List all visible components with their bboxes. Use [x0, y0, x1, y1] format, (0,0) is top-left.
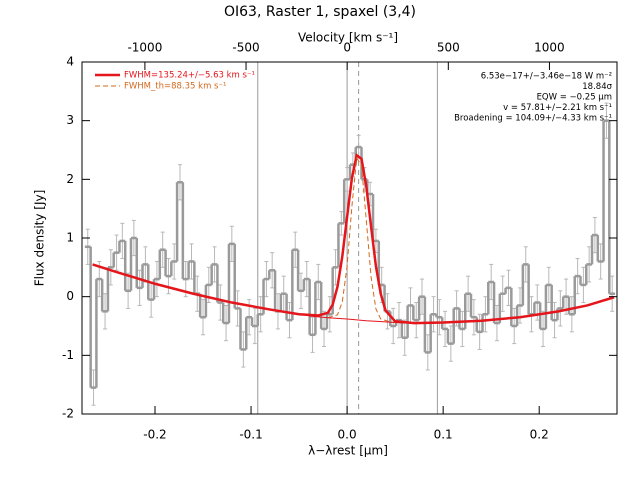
fit-line: [327, 156, 391, 323]
x-tick-label: 0.1: [434, 428, 453, 442]
annotation: v = 57.81+/−2.21 km s⁻¹: [503, 103, 612, 113]
y-tick-label: 1: [66, 231, 74, 245]
legend-label: FWHM_th=88.35 km s⁻¹: [124, 82, 226, 92]
fit-line: [308, 315, 405, 324]
x-tick-label: 0.2: [530, 428, 549, 442]
y-tick-label: 2: [66, 172, 74, 186]
y-tick-label: 0: [66, 289, 74, 303]
annotation: 6.53e−17+/−3.46e−18 W m⁻²: [481, 72, 612, 82]
annotation: Broadening = 104.09+/−4.33 km s⁻¹: [454, 114, 612, 124]
legend-label: FWHM=135.24+/−5.63 km s⁻¹: [124, 71, 255, 81]
x2-tick-label: 500: [437, 41, 460, 55]
y-tick-label: -1: [62, 348, 74, 362]
x2-tick-label: 0: [343, 41, 351, 55]
y-tick-label: 3: [66, 113, 74, 127]
x-axis-label: λ−λrest [μm]: [308, 444, 388, 458]
x-tick-label: 0.0: [338, 428, 357, 442]
y-tick-label: -2: [62, 407, 74, 421]
annotation: 18.84σ: [582, 82, 612, 92]
chart-title: OI63, Raster 1, spaxel (3,4): [224, 4, 416, 20]
x2-tick-label: 1000: [534, 41, 565, 55]
x2-tick-label: -1000: [127, 41, 162, 55]
annotation: EQW = −0.25 μm: [537, 93, 612, 103]
y-axis-label: Flux density [Jy]: [33, 190, 47, 287]
x2-tick-label: -500: [232, 41, 259, 55]
x-tick-label: -0.2: [143, 428, 166, 442]
y-tick-label: 4: [66, 55, 74, 69]
x-tick-label: -0.1: [239, 428, 262, 442]
fit-line: [92, 153, 615, 325]
x2-axis-label: Velocity [km s⁻¹]: [298, 31, 398, 45]
